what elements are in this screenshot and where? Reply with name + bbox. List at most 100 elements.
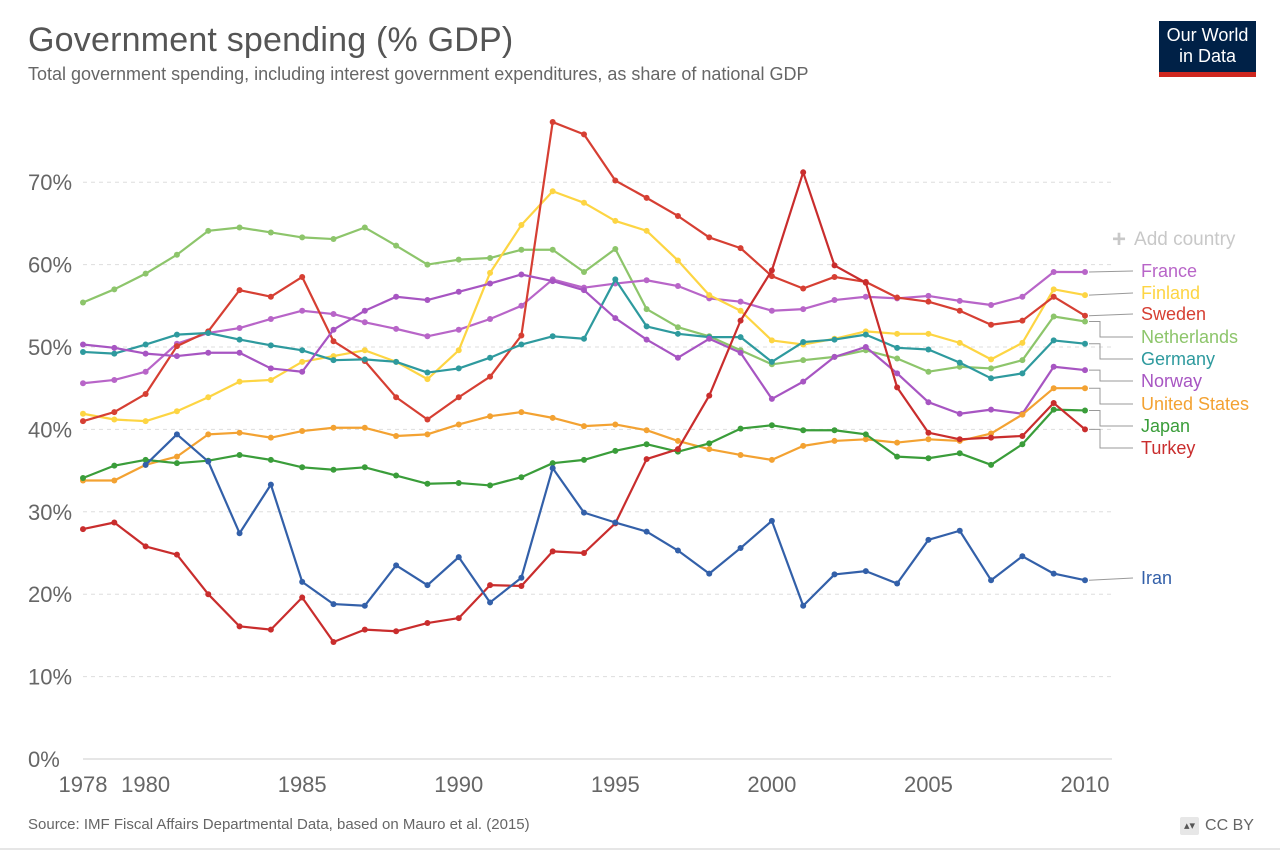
data-point xyxy=(455,365,462,372)
license-button[interactable]: ▴▾ CC BY xyxy=(1180,814,1258,838)
data-point xyxy=(643,336,650,343)
data-point xyxy=(894,370,901,377)
data-point xyxy=(549,460,556,467)
data-point xyxy=(862,436,869,443)
data-point xyxy=(1082,577,1088,584)
data-point xyxy=(111,409,118,416)
data-point xyxy=(581,335,587,342)
data-point xyxy=(988,301,995,308)
data-point xyxy=(581,550,587,556)
data-point xyxy=(142,456,149,463)
data-point xyxy=(142,390,149,397)
data-point xyxy=(424,582,431,589)
data-point xyxy=(455,288,462,295)
data-point xyxy=(925,399,932,406)
data-point xyxy=(1050,570,1057,577)
data-point xyxy=(706,234,713,241)
data-point xyxy=(455,554,462,561)
data-point xyxy=(737,317,744,324)
data-point xyxy=(487,373,494,380)
data-point xyxy=(487,599,494,606)
data-point xyxy=(643,528,650,535)
data-point xyxy=(455,256,462,263)
data-point xyxy=(612,177,619,184)
data-point xyxy=(800,285,807,292)
y-axis-ticks: 0% 10% 20% 30% 40% 50% 60% 70% xyxy=(28,170,72,772)
data-point xyxy=(80,526,86,533)
data-point xyxy=(424,480,431,487)
legend-label[interactable]: Sweden xyxy=(1141,304,1206,324)
legend-item-netherlands[interactable]: Netherlands xyxy=(1089,320,1238,347)
data-point xyxy=(549,278,556,285)
series-united-states xyxy=(80,385,1088,484)
legend-item-turkey[interactable]: Turkey xyxy=(1089,428,1195,458)
owid-logo[interactable]: Our World in Data xyxy=(1159,21,1256,77)
data-point xyxy=(111,416,118,423)
data-point xyxy=(299,273,306,280)
legend-label[interactable]: Netherlands xyxy=(1141,327,1238,347)
data-point xyxy=(581,131,587,138)
legend-item-iran[interactable]: Iran xyxy=(1088,568,1172,588)
add-country-button[interactable]: + Add country xyxy=(1112,226,1235,253)
data-point xyxy=(487,269,494,276)
data-point xyxy=(831,262,838,269)
data-point xyxy=(361,464,368,471)
legend-item-japan[interactable]: Japan xyxy=(1089,409,1190,436)
data-point xyxy=(800,357,807,364)
data-point xyxy=(518,582,525,589)
leader-line xyxy=(1088,313,1134,317)
data-point xyxy=(236,325,243,332)
data-point xyxy=(674,283,681,290)
legend-item-norway[interactable]: Norway xyxy=(1089,369,1202,391)
data-point xyxy=(267,315,274,322)
data-point xyxy=(706,292,713,299)
legend-label[interactable]: United States xyxy=(1141,394,1249,414)
data-point xyxy=(988,430,995,437)
data-point xyxy=(894,384,901,391)
legend-item-germany[interactable]: Germany xyxy=(1089,343,1215,369)
x-tick-label: 2000 xyxy=(747,772,796,797)
data-point xyxy=(173,408,180,415)
data-point xyxy=(330,338,337,345)
data-point xyxy=(612,519,619,526)
data-point xyxy=(424,261,431,268)
data-point xyxy=(768,456,775,463)
data-point xyxy=(330,353,337,360)
data-point xyxy=(111,344,118,351)
data-point xyxy=(549,548,556,555)
data-point xyxy=(518,574,525,581)
data-point xyxy=(862,331,869,338)
legend-label[interactable]: Germany xyxy=(1141,349,1215,369)
data-point xyxy=(330,466,337,473)
data-point xyxy=(330,326,337,333)
data-point xyxy=(1082,426,1088,433)
legend-label[interactable]: Iran xyxy=(1141,568,1172,588)
data-point xyxy=(674,212,681,219)
legend-item-united-states[interactable]: United States xyxy=(1089,387,1249,414)
legend-item-france[interactable]: France xyxy=(1088,261,1197,281)
data-point xyxy=(267,434,274,441)
data-point xyxy=(768,307,775,314)
data-point xyxy=(173,331,180,338)
legend-label[interactable]: Norway xyxy=(1141,371,1202,391)
data-point xyxy=(549,333,556,340)
plus-icon: + xyxy=(1112,226,1127,253)
data-point xyxy=(706,446,713,453)
legend-label[interactable]: Finland xyxy=(1141,283,1200,303)
data-point xyxy=(674,437,681,444)
legend-item-sweden[interactable]: Sweden xyxy=(1088,304,1206,324)
leader-line xyxy=(1089,320,1133,338)
legend-item-finland[interactable]: Finland xyxy=(1088,283,1200,303)
legend-label[interactable]: Japan xyxy=(1141,416,1190,436)
data-point xyxy=(142,341,149,348)
legend-label[interactable]: Turkey xyxy=(1141,438,1195,458)
legend-label[interactable]: France xyxy=(1141,261,1197,281)
logo-accent-bar xyxy=(1159,72,1256,77)
data-point xyxy=(862,344,869,350)
data-point xyxy=(612,421,619,428)
x-tick-label: 1980 xyxy=(121,772,170,797)
data-point xyxy=(424,376,431,383)
data-point xyxy=(862,279,869,286)
data-point xyxy=(142,543,149,550)
